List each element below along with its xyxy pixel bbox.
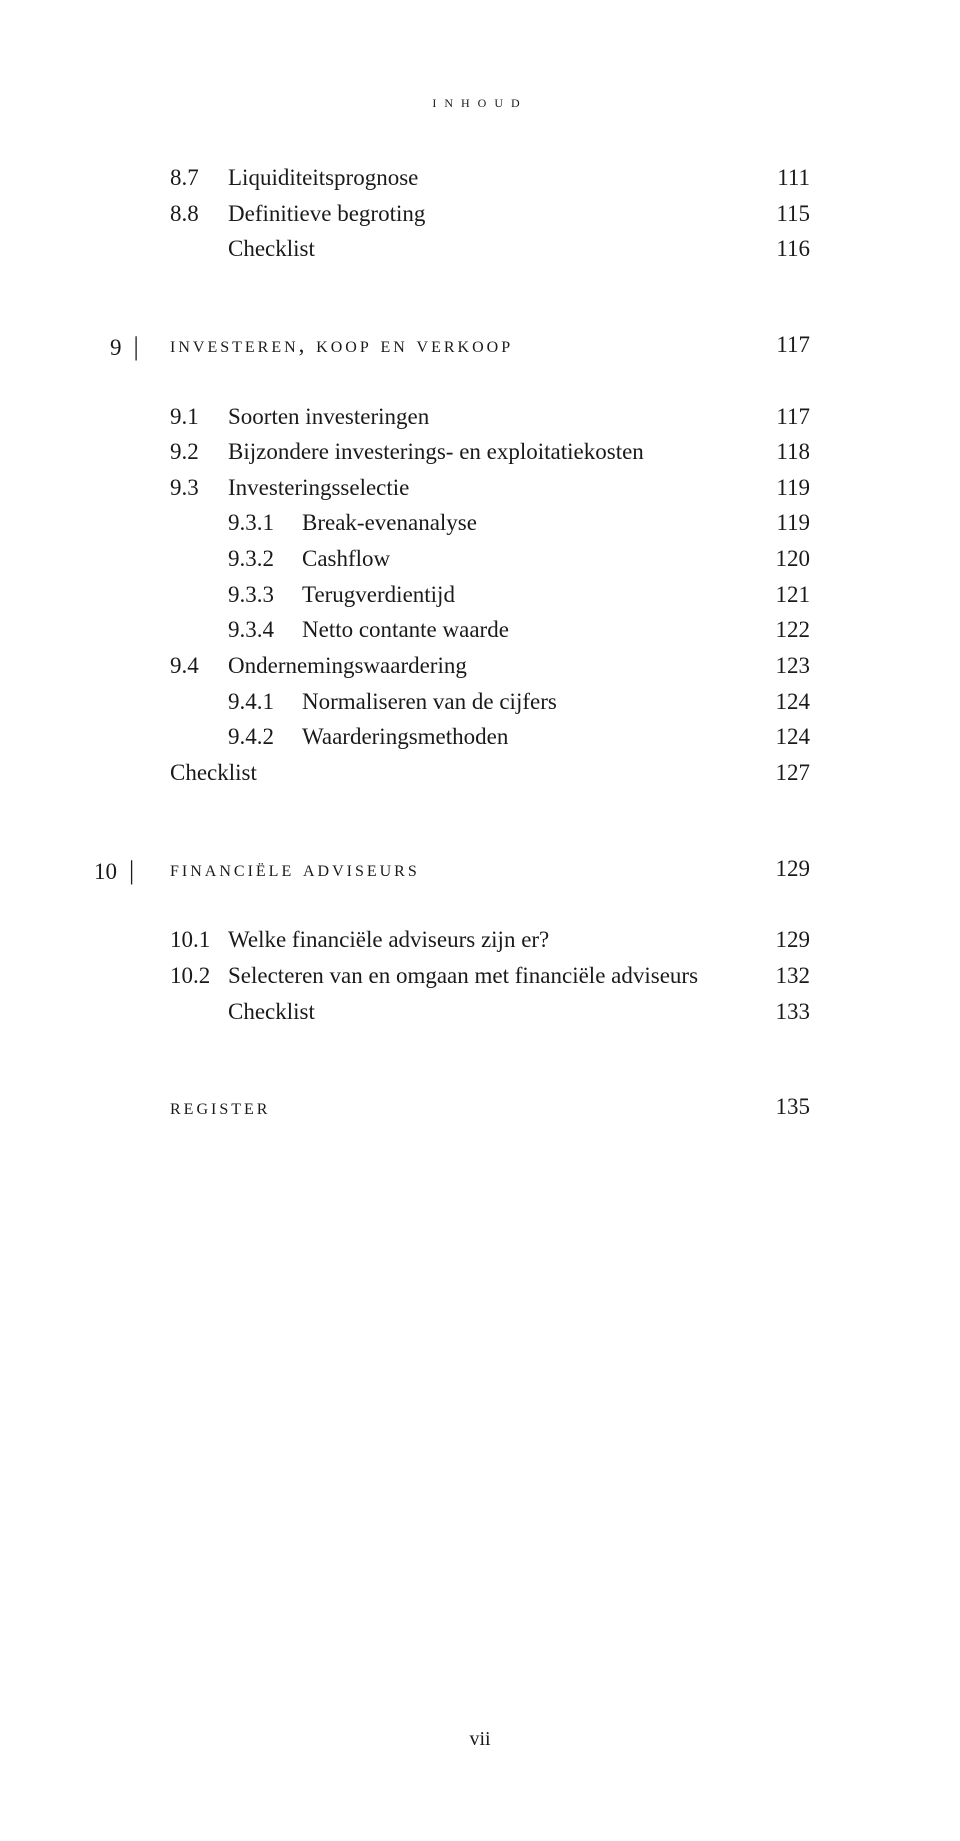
toc-entry: Checklist 116 [170, 231, 810, 267]
entry-label: Break-evenanalyse [302, 505, 477, 541]
register-label: register [170, 1089, 270, 1125]
toc-entry: 9.4.2Waarderingsmethoden 124 [170, 719, 810, 755]
entry-number: 10.1 [170, 922, 228, 958]
entry-label: Selecteren van en omgaan met financiële … [228, 958, 698, 994]
entry-number: 9.3.3 [228, 577, 302, 613]
entry-number: 9.3 [170, 470, 228, 506]
entry-label: Welke financiële adviseurs zijn er? [228, 922, 549, 958]
entry-page: 111 [750, 160, 810, 196]
entry-label: Normaliseren van de cijfers [302, 684, 557, 720]
chapter-number: 10 [94, 854, 117, 890]
entry-page: 119 [750, 505, 810, 541]
entry-page: 127 [750, 755, 810, 791]
entry-page: 121 [750, 577, 810, 613]
entry-label: Checklist [228, 994, 750, 1030]
page: inhoud 8.7 Liquiditeitsprognose 111 8.8 … [0, 0, 960, 1841]
toc-entry: 9.2Bijzondere investerings- en exploitat… [170, 434, 810, 470]
entry-page: 124 [750, 684, 810, 720]
chapter-page: 117 [750, 327, 810, 363]
toc-entry: 9.4Ondernemingswaardering 123 [170, 648, 810, 684]
entry-label: Checklist [228, 231, 750, 267]
toc-entry: 10.2Selecteren van en omgaan met financi… [170, 958, 810, 994]
entry-label: Netto contante waarde [302, 612, 509, 648]
toc-entry: 9.3.4Netto contante waarde 122 [170, 612, 810, 648]
entry-page: 124 [750, 719, 810, 755]
entry-page: 122 [750, 612, 810, 648]
entry-label: Checklist [170, 755, 750, 791]
entry-number: 9.4.2 [228, 719, 302, 755]
entry-label: Ondernemingswaardering [228, 648, 467, 684]
entry-label: Definitieve begroting [228, 196, 425, 232]
chapter-heading: 10 | financiële adviseurs 129 [170, 851, 810, 887]
entry-number: 9.3.4 [228, 612, 302, 648]
entry-label: Cashflow [302, 541, 390, 577]
toc-entry: 8.7 Liquiditeitsprognose 111 [170, 160, 810, 196]
chapter-separator: | [134, 327, 139, 367]
chapter-block: 9 | investeren, koop en verkoop 117 9.1S… [170, 327, 810, 791]
entry-label: Waarderingsmethoden [302, 719, 508, 755]
chapter-page: 129 [750, 851, 810, 887]
entry-page: 117 [750, 399, 810, 435]
entry-page: 116 [750, 231, 810, 267]
toc-entry: 10.1Welke financiële adviseurs zijn er? … [170, 922, 810, 958]
toc-entry: 9.3.1Break-evenanalyse 119 [170, 505, 810, 541]
chapter-number: 9 [110, 330, 122, 366]
entry-number: 9.4 [170, 648, 228, 684]
entry-page: 123 [750, 648, 810, 684]
entry-page: 129 [750, 922, 810, 958]
chapter-block: 10 | financiële adviseurs 129 10.1Welke … [170, 851, 810, 1030]
toc-entry: 9.3.3Terugverdientijd 121 [170, 577, 810, 613]
chapter-title: investeren, koop en verkoop [170, 327, 513, 363]
entry-label: Investeringsselectie [228, 470, 409, 506]
toc-entry: 9.4.1Normaliseren van de cijfers 124 [170, 684, 810, 720]
entry-number: 9.2 [170, 434, 228, 470]
page-folio: vii [0, 1728, 960, 1751]
entry-label: Liquiditeitsprognose [228, 160, 418, 196]
toc-entry: 8.8 Definitieve begroting 115 [170, 196, 810, 232]
entry-page: 133 [750, 994, 810, 1030]
entry-number: 9.1 [170, 399, 228, 435]
toc-content: 8.7 Liquiditeitsprognose 111 8.8 Definit… [170, 160, 810, 1125]
chapter-title: financiële adviseurs [170, 851, 420, 887]
register-entry: register 135 [170, 1089, 810, 1125]
register-page: 135 [750, 1089, 810, 1125]
entry-number: 8.7 [170, 160, 228, 196]
entry-number: 8.8 [170, 196, 228, 232]
entry-label: Bijzondere investerings- en exploitatiek… [228, 434, 644, 470]
chapter-number-wrap: 9 | [110, 327, 151, 367]
toc-entry: Checklist 127 [170, 755, 810, 791]
chapter-heading: 9 | investeren, koop en verkoop 117 [170, 327, 810, 363]
entry-label: Terugverdientijd [302, 577, 455, 613]
chapter-separator: | [129, 851, 134, 891]
entry-number: 10.2 [170, 958, 228, 994]
toc-entry: 9.3.2Cashflow 120 [170, 541, 810, 577]
entry-number: 9.3.2 [228, 541, 302, 577]
entry-label: Soorten investeringen [228, 399, 429, 435]
entry-page: 132 [750, 958, 810, 994]
entry-page: 119 [750, 470, 810, 506]
toc-entry: 9.3Investeringsselectie 119 [170, 470, 810, 506]
entry-page: 120 [750, 541, 810, 577]
entry-page: 118 [750, 434, 810, 470]
chapter-number-wrap: 10 | [94, 851, 146, 891]
toc-entry: Checklist 133 [170, 994, 810, 1030]
running-head: inhoud [0, 92, 960, 112]
toc-entry: 9.1Soorten investeringen 117 [170, 399, 810, 435]
entry-number: 9.4.1 [228, 684, 302, 720]
entry-number: 9.3.1 [228, 505, 302, 541]
entry-page: 115 [750, 196, 810, 232]
